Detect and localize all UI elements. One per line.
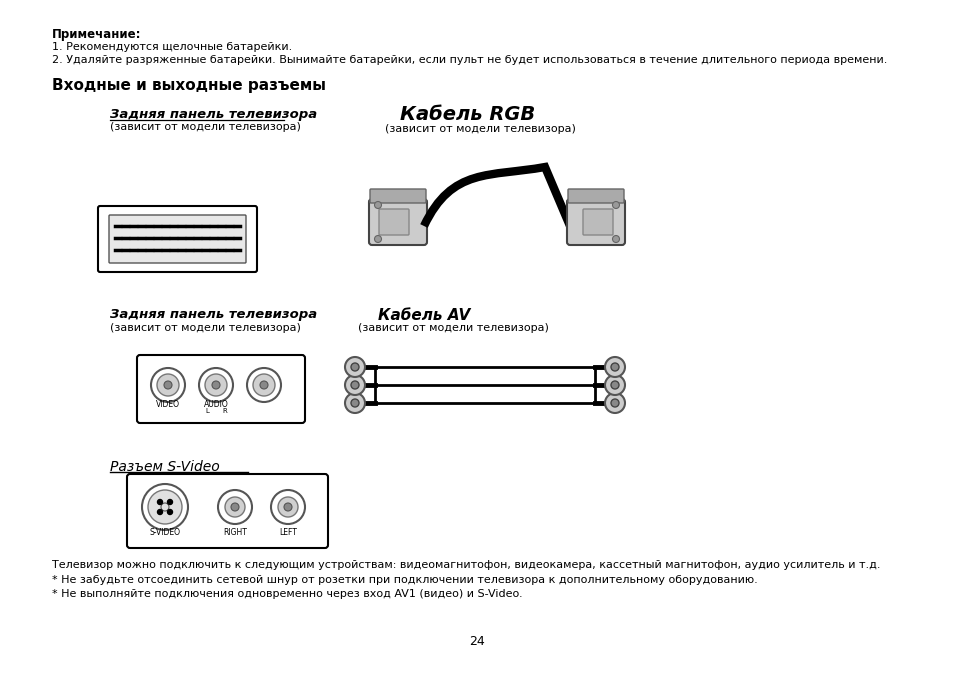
Circle shape <box>164 381 172 389</box>
Circle shape <box>604 357 624 377</box>
Circle shape <box>345 375 365 395</box>
Circle shape <box>375 202 381 209</box>
Circle shape <box>157 500 162 504</box>
Text: Задняя панель телевизора: Задняя панель телевизора <box>110 308 317 321</box>
Text: (зависит от модели телевизора): (зависит от модели телевизора) <box>385 124 576 134</box>
Circle shape <box>610 363 618 371</box>
Circle shape <box>271 490 305 524</box>
FancyBboxPatch shape <box>369 199 427 245</box>
Circle shape <box>604 393 624 413</box>
Circle shape <box>199 368 233 402</box>
Circle shape <box>168 510 172 514</box>
Circle shape <box>205 374 227 396</box>
Text: S-VIDEO: S-VIDEO <box>150 528 180 537</box>
Text: Кабель RGB: Кабель RGB <box>399 105 535 124</box>
Text: RIGHT: RIGHT <box>223 528 247 537</box>
Circle shape <box>345 357 365 377</box>
Circle shape <box>161 503 169 511</box>
FancyBboxPatch shape <box>98 206 256 272</box>
Circle shape <box>151 368 185 402</box>
Circle shape <box>345 393 365 413</box>
Circle shape <box>212 381 220 389</box>
FancyBboxPatch shape <box>137 355 305 423</box>
Text: 2. Удаляйте разряженные батарейки. Вынимайте батарейки, если пульт не будет испо: 2. Удаляйте разряженные батарейки. Выним… <box>52 55 886 65</box>
Circle shape <box>168 500 172 504</box>
Circle shape <box>610 399 618 407</box>
Text: * Не забудьте отсоединить сетевой шнур от розетки при подключении телевизора к д: * Не забудьте отсоединить сетевой шнур о… <box>52 575 757 585</box>
Circle shape <box>231 503 239 511</box>
Circle shape <box>253 374 274 396</box>
Circle shape <box>225 497 245 517</box>
Circle shape <box>612 202 618 209</box>
Text: Примечание:: Примечание: <box>52 28 141 41</box>
Text: (зависит от модели телевизора): (зависит от модели телевизора) <box>357 323 548 333</box>
Text: * Не выполняйте подключения одновременно через вход AV1 (видео) и S-Video.: * Не выполняйте подключения одновременно… <box>52 589 522 599</box>
Circle shape <box>351 381 358 389</box>
FancyBboxPatch shape <box>566 199 624 245</box>
FancyBboxPatch shape <box>378 209 409 235</box>
Circle shape <box>284 503 292 511</box>
FancyBboxPatch shape <box>567 189 623 203</box>
Text: 24: 24 <box>469 635 484 648</box>
Circle shape <box>142 484 188 530</box>
Circle shape <box>148 490 182 524</box>
Circle shape <box>351 399 358 407</box>
Text: VIDEO: VIDEO <box>156 400 180 409</box>
Circle shape <box>375 236 381 242</box>
FancyBboxPatch shape <box>370 189 426 203</box>
Text: 1. Рекомендуются щелочные батарейки.: 1. Рекомендуются щелочные батарейки. <box>52 42 292 52</box>
Text: Кабель AV: Кабель AV <box>377 308 470 323</box>
Text: Разъем S-Video: Разъем S-Video <box>110 460 219 474</box>
Text: LEFT: LEFT <box>279 528 296 537</box>
Circle shape <box>277 497 297 517</box>
FancyBboxPatch shape <box>582 209 613 235</box>
Text: Задняя панель телевизора: Задняя панель телевизора <box>110 108 317 121</box>
Circle shape <box>157 374 179 396</box>
Text: (зависит от модели телевизора): (зависит от модели телевизора) <box>110 122 300 132</box>
Text: AUDIO: AUDIO <box>203 400 228 409</box>
Circle shape <box>157 510 162 514</box>
FancyBboxPatch shape <box>109 215 246 263</box>
Text: R: R <box>222 408 227 414</box>
Circle shape <box>247 368 281 402</box>
Text: (зависит от модели телевизора): (зависит от модели телевизора) <box>110 323 300 333</box>
FancyBboxPatch shape <box>127 474 328 548</box>
Text: Входные и выходные разъемы: Входные и выходные разъемы <box>52 78 326 93</box>
Text: L: L <box>205 408 209 414</box>
Circle shape <box>218 490 252 524</box>
Circle shape <box>604 375 624 395</box>
Circle shape <box>612 236 618 242</box>
Text: Телевизор можно подключить к следующим устройствам: видеомагнитофон, видеокамера: Телевизор можно подключить к следующим у… <box>52 560 880 570</box>
Circle shape <box>351 363 358 371</box>
Circle shape <box>260 381 268 389</box>
Circle shape <box>610 381 618 389</box>
